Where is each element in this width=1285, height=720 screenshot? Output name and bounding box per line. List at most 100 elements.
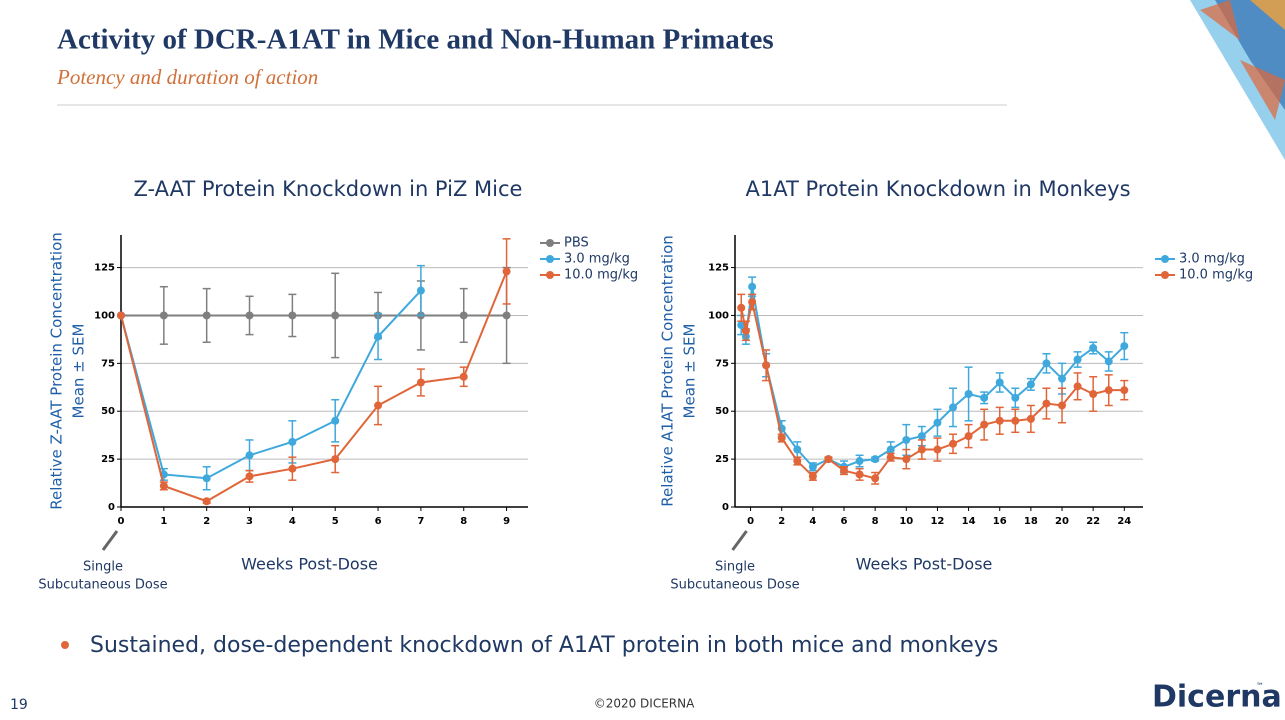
- data-point: [374, 332, 383, 341]
- x-tick-label: 4: [809, 516, 816, 527]
- data-point: [871, 455, 880, 464]
- y-tick-label: 75: [715, 358, 729, 369]
- data-point: [288, 311, 297, 320]
- legend-label: 10.0 mg/kg: [564, 268, 638, 283]
- data-point: [886, 453, 895, 462]
- data-point: [1089, 344, 1098, 353]
- data-point: [917, 445, 926, 454]
- syringe-icon: [731, 530, 748, 551]
- y-tick-label: 50: [715, 406, 729, 417]
- x-tick-label: 6: [375, 516, 382, 527]
- y-tick-label: 100: [94, 310, 115, 321]
- data-point: [1120, 342, 1129, 351]
- data-point: [949, 403, 958, 412]
- data-point: [1104, 386, 1113, 395]
- logo: Dicerna: [1152, 680, 1282, 715]
- data-point: [748, 298, 757, 307]
- data-point: [824, 455, 833, 464]
- data-point: [416, 378, 425, 387]
- dose-annotation: Subcutaneous Dose: [38, 578, 167, 593]
- data-point: [1073, 382, 1082, 391]
- y-tick-label: 75: [101, 358, 115, 369]
- y-tick-label: 25: [715, 454, 729, 465]
- data-point: [995, 416, 1004, 425]
- x-tick-label: 18: [1024, 516, 1038, 527]
- y-axis-label: Relative Z-AAT Protein Concentration: [48, 232, 66, 510]
- data-point: [1058, 401, 1067, 410]
- y-tick-label: 50: [101, 406, 115, 417]
- x-tick-label: 1: [160, 516, 167, 527]
- x-tick-label: 6: [841, 516, 848, 527]
- data-point: [331, 311, 340, 320]
- x-tick-label: 22: [1086, 516, 1100, 527]
- data-point: [840, 466, 849, 475]
- data-point: [1026, 380, 1035, 389]
- legend-label: PBS: [564, 236, 589, 251]
- x-tick-label: 24: [1117, 516, 1131, 527]
- data-point: [1104, 357, 1113, 366]
- data-point: [288, 464, 297, 473]
- data-point: [980, 420, 989, 429]
- data-point: [245, 472, 254, 481]
- bullet-text: Sustained, dose-dependent knockdown of A…: [90, 633, 998, 658]
- data-point: [502, 311, 511, 320]
- x-tick-label: 14: [962, 516, 976, 527]
- x-tick-label: 12: [930, 516, 944, 527]
- data-point: [933, 418, 942, 427]
- bullet-dot: [61, 641, 69, 649]
- x-tick-label: 4: [289, 516, 296, 527]
- data-point: [245, 311, 254, 320]
- dose-annotation: Single: [715, 560, 755, 575]
- data-point: [1042, 399, 1051, 408]
- legend-marker: [1161, 271, 1169, 279]
- data-point: [964, 389, 973, 398]
- slide-title: Activity of DCR-A1AT in Mice and Non-Hum…: [57, 24, 774, 56]
- syringe-icon: [101, 530, 119, 551]
- chart-title: Z-AAT Protein Knockdown in PiZ Mice: [134, 177, 523, 201]
- data-point: [964, 432, 973, 441]
- series-line: [740, 286, 1126, 469]
- trademark: ™: [1256, 682, 1264, 691]
- data-point: [741, 326, 750, 335]
- legend-marker: [546, 271, 554, 279]
- data-point: [159, 311, 168, 320]
- legend-label: 3.0 mg/kg: [1179, 252, 1245, 267]
- y-axis-label-group: Mean ± SEM: [681, 324, 699, 419]
- data-point: [1058, 374, 1067, 383]
- data-point: [117, 311, 125, 320]
- data-point: [331, 455, 340, 464]
- x-tick-label: 2: [203, 516, 210, 527]
- data-point: [855, 457, 864, 466]
- data-point: [855, 470, 864, 479]
- data-point: [159, 481, 168, 490]
- x-tick-label: 20: [1055, 516, 1069, 527]
- data-point: [737, 303, 746, 312]
- data-point: [886, 445, 895, 454]
- legend-marker: [546, 239, 554, 247]
- x-tick-label: 16: [993, 516, 1007, 527]
- series-line: [120, 289, 422, 480]
- series-line: [120, 271, 508, 503]
- x-tick-label: 10: [899, 516, 913, 527]
- copyright: ©2020 DICERNA: [594, 697, 695, 711]
- dose-annotation: Subcutaneous Dose: [670, 578, 799, 593]
- data-point: [202, 474, 211, 483]
- y-axis-label-group: Mean ± SEM: [70, 324, 88, 419]
- corner-decoration: [1190, 0, 1285, 160]
- data-point: [793, 445, 802, 454]
- data-point: [1011, 416, 1020, 425]
- data-point: [202, 497, 211, 506]
- data-point: [902, 435, 911, 444]
- legend-marker: [1161, 255, 1169, 263]
- data-point: [762, 361, 771, 370]
- y-axis-label: Relative A1AT Protein Concentration: [659, 235, 677, 507]
- data-point: [1089, 389, 1098, 398]
- data-point: [917, 432, 926, 441]
- legend-label: 3.0 mg/kg: [564, 252, 630, 267]
- data-point: [995, 378, 1004, 387]
- data-point: [949, 439, 958, 448]
- data-point: [933, 445, 942, 454]
- x-tick-label: 8: [872, 516, 879, 527]
- x-axis-label: Weeks Post-Dose: [241, 555, 378, 574]
